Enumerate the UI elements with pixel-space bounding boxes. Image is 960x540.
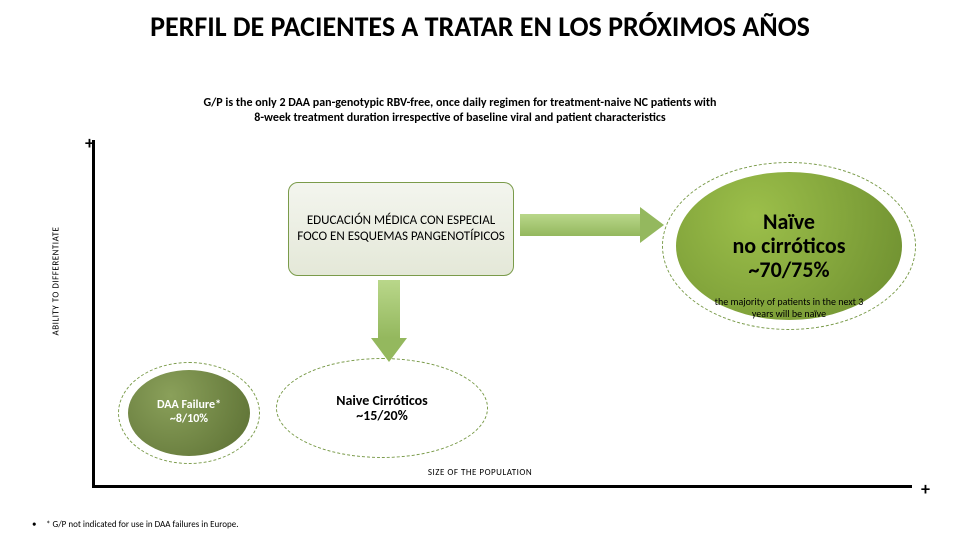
arrow-down-shaft (378, 280, 400, 338)
naive-note: the majority of patients in the next 3 y… (708, 296, 870, 319)
arrow-right-shaft (520, 214, 640, 236)
x-axis (92, 485, 912, 488)
x-axis-label: SIZE OF THE POPULATION (0, 467, 960, 478)
daa-failure-value: ~8/10% (170, 413, 208, 427)
subtitle: G/P is the only 2 DAA pan-genotypic RBV-… (200, 96, 720, 126)
y-axis-label: ABILITY TO DIFFERENTIATE (51, 227, 62, 336)
page-title: PERFIL DE PACIENTES A TRATAR EN LOS PRÓX… (0, 0, 960, 47)
footnote: * G/P not indicated for use in DAA failu… (46, 519, 238, 530)
naive-label-1: Naïve (763, 210, 815, 234)
y-axis-plus-icon: + (85, 132, 94, 154)
y-axis (92, 140, 95, 485)
daa-failure-bubble: DAA Failure* ~8/10% (128, 370, 250, 456)
cirrotic-bubble: Naive Cirróticos ~15/20% (302, 376, 462, 440)
cirrotic-label: Naive Cirróticos (336, 393, 428, 408)
naive-label-2: no cirróticos (733, 234, 846, 258)
x-axis-plus-icon: + (921, 478, 930, 500)
cirrotic-value: ~15/20% (356, 408, 408, 423)
daa-failure-label: DAA Failure* (157, 399, 221, 413)
naive-value: ~70/75% (748, 258, 829, 282)
education-box: EDUCACIÓN MÉDICA CON ESPECIAL FOCO EN ES… (288, 182, 514, 276)
